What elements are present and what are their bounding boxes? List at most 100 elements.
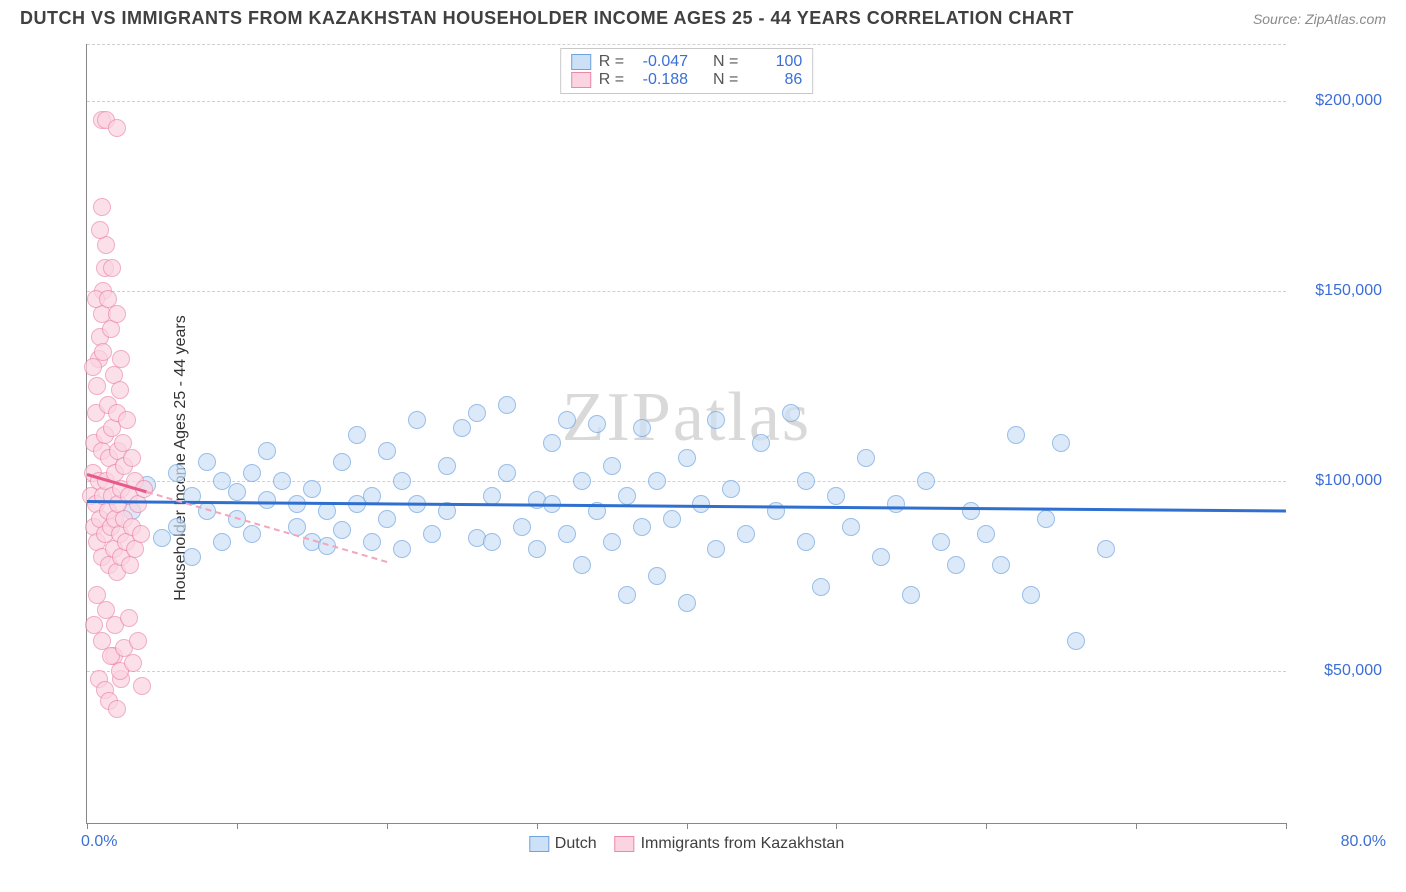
data-point <box>94 343 112 361</box>
chart-header: DUTCH VS IMMIGRANTS FROM KAZAKHSTAN HOUS… <box>0 0 1406 33</box>
x-tick-mark <box>1136 823 1137 829</box>
data-point <box>797 533 815 551</box>
data-point <box>378 510 396 528</box>
data-point <box>648 472 666 490</box>
data-point <box>213 533 231 551</box>
n-label: N = <box>713 71 738 89</box>
r-value: -0.188 <box>632 71 688 89</box>
data-point <box>133 677 151 695</box>
y-tick-label: $100,000 <box>1292 472 1382 490</box>
gridline <box>87 291 1286 292</box>
data-point <box>992 556 1010 574</box>
data-point <box>842 518 860 536</box>
legend-swatch <box>571 54 591 70</box>
data-point <box>737 525 755 543</box>
data-point <box>573 556 591 574</box>
data-point <box>408 411 426 429</box>
gridline <box>87 671 1286 672</box>
x-tick-mark <box>986 823 987 829</box>
x-axis-max-label: 80.0% <box>1341 833 1386 851</box>
data-point <box>91 221 109 239</box>
x-axis-min-label: 0.0% <box>81 833 117 851</box>
data-point <box>111 381 129 399</box>
data-point <box>648 567 666 585</box>
data-point <box>633 518 651 536</box>
data-point <box>108 700 126 718</box>
data-point <box>393 540 411 558</box>
data-point <box>453 419 471 437</box>
chart-area: Householder Income Ages 25 - 44 years ZI… <box>20 44 1386 872</box>
data-point <box>962 502 980 520</box>
data-point <box>707 411 725 429</box>
correlation-legend: R =-0.047 N =100R =-0.188 N =86 <box>560 48 814 94</box>
data-point <box>129 632 147 650</box>
data-point <box>88 377 106 395</box>
data-point <box>977 525 995 543</box>
n-label: N = <box>713 53 738 71</box>
data-point <box>782 404 800 422</box>
data-point <box>273 472 291 490</box>
data-point <box>103 259 121 277</box>
legend-swatch <box>615 836 635 852</box>
data-point <box>363 533 381 551</box>
r-label: R = <box>599 53 624 71</box>
data-point <box>483 533 501 551</box>
data-point <box>333 521 351 539</box>
data-point <box>1097 540 1115 558</box>
plot-region: ZIPatlas R =-0.047 N =100R =-0.188 N =86… <box>86 44 1286 824</box>
legend-label: Immigrants from Kazakhstan <box>641 835 845 853</box>
data-point <box>543 434 561 452</box>
data-point <box>528 540 546 558</box>
data-point <box>93 198 111 216</box>
data-point <box>333 453 351 471</box>
n-value: 86 <box>746 71 802 89</box>
data-point <box>438 457 456 475</box>
x-tick-mark <box>237 823 238 829</box>
data-point <box>752 434 770 452</box>
data-point <box>393 472 411 490</box>
data-point <box>1022 586 1040 604</box>
data-point <box>168 518 186 536</box>
chart-title: DUTCH VS IMMIGRANTS FROM KAZAKHSTAN HOUS… <box>20 8 1074 29</box>
data-point <box>947 556 965 574</box>
data-point <box>1007 426 1025 444</box>
data-point <box>198 453 216 471</box>
data-point <box>121 556 139 574</box>
data-point <box>123 449 141 467</box>
x-tick-mark <box>687 823 688 829</box>
data-point <box>618 586 636 604</box>
data-point <box>633 419 651 437</box>
data-point <box>118 411 136 429</box>
data-point <box>1037 510 1055 528</box>
data-point <box>318 502 336 520</box>
n-value: 100 <box>746 53 802 71</box>
data-point <box>124 654 142 672</box>
data-point <box>1067 632 1085 650</box>
data-point <box>618 487 636 505</box>
legend-item: Immigrants from Kazakhstan <box>615 835 845 853</box>
data-point <box>132 525 150 543</box>
data-point <box>258 491 276 509</box>
data-point <box>348 426 366 444</box>
data-point <box>707 540 725 558</box>
data-point <box>588 415 606 433</box>
data-point <box>378 442 396 460</box>
legend-swatch <box>529 836 549 852</box>
r-label: R = <box>599 71 624 89</box>
y-tick-label: $200,000 <box>1292 92 1382 110</box>
y-tick-label: $150,000 <box>1292 282 1382 300</box>
gridline <box>87 481 1286 482</box>
data-point <box>902 586 920 604</box>
data-point <box>917 472 935 490</box>
data-point <box>498 396 516 414</box>
data-point <box>423 525 441 543</box>
legend-item: Dutch <box>529 835 597 853</box>
data-point <box>663 510 681 528</box>
x-tick-mark <box>836 823 837 829</box>
legend-row: R =-0.047 N =100 <box>571 53 803 71</box>
data-point <box>243 464 261 482</box>
x-tick-mark <box>1286 823 1287 829</box>
data-point <box>558 525 576 543</box>
data-point <box>108 305 126 323</box>
data-point <box>183 548 201 566</box>
